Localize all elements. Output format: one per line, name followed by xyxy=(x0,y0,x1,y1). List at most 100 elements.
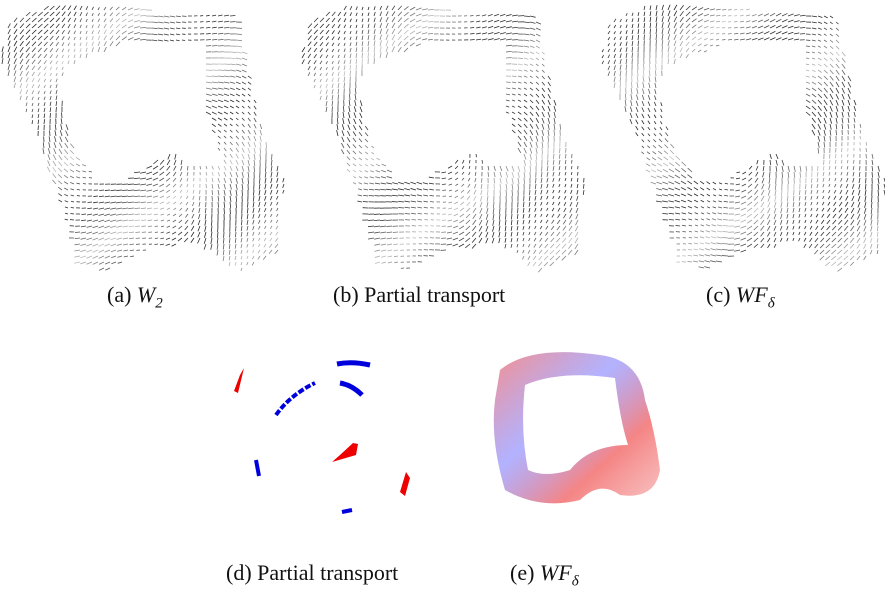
arrow xyxy=(258,183,261,190)
arrow xyxy=(167,153,171,160)
arrow xyxy=(869,249,873,255)
arrow xyxy=(229,81,236,84)
arrow xyxy=(371,145,375,149)
arrow xyxy=(110,237,117,241)
arrow xyxy=(49,72,52,77)
arrow xyxy=(680,180,687,185)
arrow xyxy=(61,54,64,59)
arrow xyxy=(163,33,169,36)
arrow xyxy=(649,11,652,17)
arrow xyxy=(718,188,723,191)
arrow xyxy=(134,189,141,192)
arrow xyxy=(163,27,170,30)
arrow xyxy=(331,48,335,53)
arrow xyxy=(558,165,561,171)
arrow xyxy=(264,219,267,224)
arrow xyxy=(817,39,822,42)
arrow xyxy=(1,58,4,65)
arrow xyxy=(570,189,573,195)
arrow xyxy=(505,111,509,114)
arrow xyxy=(264,177,267,184)
arrow xyxy=(121,36,128,41)
arrow xyxy=(804,225,807,230)
arrow xyxy=(687,261,693,263)
arrow xyxy=(104,195,111,198)
arrow xyxy=(347,124,351,131)
arrow xyxy=(376,157,381,161)
arrow xyxy=(319,17,325,23)
arrow xyxy=(817,93,823,99)
arrow xyxy=(674,174,681,179)
arrow xyxy=(841,99,845,106)
arrow xyxy=(373,11,376,17)
arrow xyxy=(647,126,651,131)
arrow xyxy=(499,32,506,35)
arrow xyxy=(643,17,646,23)
arrow xyxy=(649,28,651,35)
arrow xyxy=(844,207,849,213)
arrow xyxy=(191,219,195,225)
arrow xyxy=(662,187,669,191)
arrow xyxy=(511,87,516,90)
arrow xyxy=(817,51,822,54)
arrow xyxy=(656,181,663,185)
arrow xyxy=(240,261,243,266)
arrow xyxy=(601,54,604,59)
arrow xyxy=(441,171,447,174)
arrow xyxy=(847,123,850,129)
arrow xyxy=(55,84,58,89)
arrow xyxy=(547,135,550,142)
arrow xyxy=(703,44,708,47)
arrow xyxy=(704,266,711,269)
arrow xyxy=(133,38,140,41)
arrow xyxy=(817,117,822,124)
arrow xyxy=(613,24,617,29)
arrow xyxy=(103,35,107,41)
arrow xyxy=(863,219,867,226)
arrow xyxy=(523,99,528,103)
arrow xyxy=(49,23,55,29)
arrow xyxy=(835,45,840,50)
arrow xyxy=(798,219,801,224)
arrow xyxy=(421,20,428,23)
arrow xyxy=(685,41,690,47)
arrow xyxy=(562,231,567,237)
arrow xyxy=(792,195,795,202)
arrow xyxy=(724,194,729,197)
arrow xyxy=(655,5,658,11)
arrow xyxy=(228,249,231,255)
arrow xyxy=(135,231,141,233)
arrow xyxy=(52,167,57,173)
arrow xyxy=(687,206,693,209)
arrow xyxy=(534,189,537,195)
arrow xyxy=(619,59,622,65)
arrow xyxy=(529,57,534,61)
arrow xyxy=(837,249,843,255)
arrow xyxy=(354,100,357,107)
arrow xyxy=(49,54,53,59)
arrow xyxy=(641,100,645,107)
arrow xyxy=(667,34,670,41)
arrow xyxy=(117,255,123,258)
arrow xyxy=(697,13,704,17)
arrow xyxy=(109,35,114,41)
arrow xyxy=(336,130,339,137)
arrow xyxy=(754,183,759,189)
arrow xyxy=(64,200,69,203)
arrow xyxy=(563,195,567,200)
arrow xyxy=(523,141,528,148)
arrow xyxy=(863,225,867,232)
arrow xyxy=(835,33,840,37)
arrow xyxy=(829,105,833,112)
arrow xyxy=(374,255,381,258)
arrow xyxy=(535,87,540,92)
arrow xyxy=(552,195,555,199)
arrow xyxy=(319,95,322,101)
arrow xyxy=(217,123,222,127)
arrow xyxy=(840,171,843,176)
arrow xyxy=(468,171,471,176)
arrow xyxy=(448,207,453,210)
arrow xyxy=(313,29,319,35)
arrow xyxy=(505,165,509,172)
